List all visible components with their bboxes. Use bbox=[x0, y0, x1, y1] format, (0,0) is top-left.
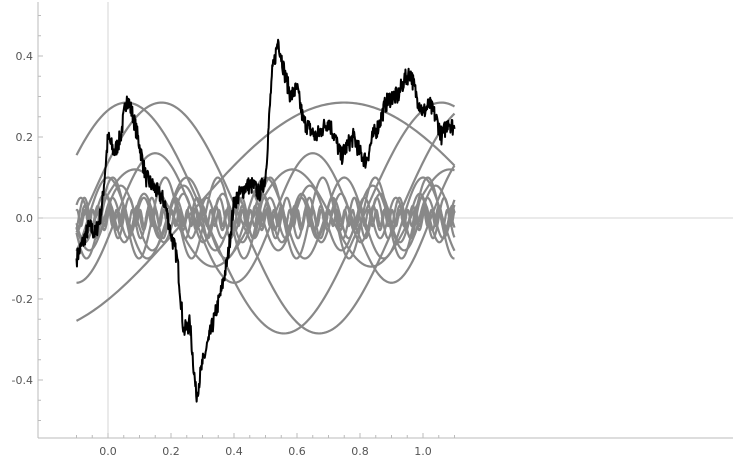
component-curve bbox=[75, 196, 456, 240]
x-tick-label: 0.0 bbox=[99, 445, 117, 458]
x-tick-label: 0.8 bbox=[351, 445, 369, 458]
ticks-layer: 0.0 0.2 0.4 0.6 0.8 1.0 -0.4 -0.2 0.0 0.2 0.4 bbox=[12, 15, 455, 458]
component-curve bbox=[75, 208, 456, 228]
x-tick-label: 1.0 bbox=[414, 445, 432, 458]
component-curve bbox=[75, 101, 456, 322]
path-layer bbox=[75, 38, 456, 403]
y-tick-label: 0.0 bbox=[16, 212, 34, 225]
x-tick-label: 0.4 bbox=[225, 445, 243, 458]
component-curve bbox=[76, 152, 456, 284]
y-tick-label: -0.4 bbox=[12, 374, 33, 387]
component-curve bbox=[75, 101, 456, 335]
path-series-line bbox=[75, 38, 456, 403]
x-tick-label: 0.2 bbox=[162, 445, 180, 458]
y-tick-label: 0.2 bbox=[16, 131, 34, 144]
x-tick-label: 0.6 bbox=[288, 445, 306, 458]
y-tick-label: 0.4 bbox=[16, 50, 34, 63]
components-layer bbox=[75, 101, 456, 335]
y-tick-label: -0.2 bbox=[12, 293, 33, 306]
